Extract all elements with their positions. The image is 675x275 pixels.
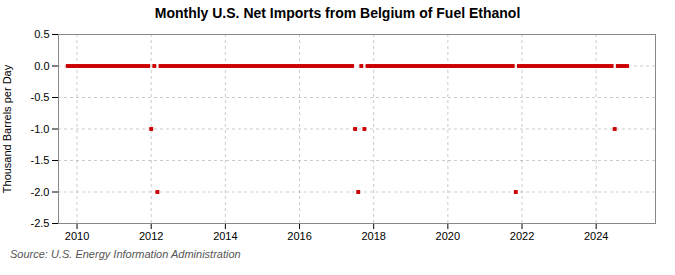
svg-text:2020: 2020 bbox=[436, 230, 460, 242]
svg-text:2014: 2014 bbox=[213, 230, 237, 242]
svg-text:2018: 2018 bbox=[361, 230, 385, 242]
svg-text:-1.5: -1.5 bbox=[31, 154, 50, 166]
svg-text:-2.0: -2.0 bbox=[31, 186, 50, 198]
svg-text:-0.5: -0.5 bbox=[31, 91, 50, 103]
svg-text:2024: 2024 bbox=[584, 230, 608, 242]
svg-text:2012: 2012 bbox=[139, 230, 163, 242]
svg-text:-1.0: -1.0 bbox=[31, 123, 50, 135]
html-text:Source: U.S. Energy Informatio: Source: U.S. Energy Information Administ… bbox=[10, 248, 241, 260]
svg-text:-2.5: -2.5 bbox=[31, 217, 50, 229]
svg-text:Thousand Barrels per Day: Thousand Barrels per Day bbox=[1, 64, 13, 193]
svg-text:2016: 2016 bbox=[287, 230, 311, 242]
svg-text:2010: 2010 bbox=[65, 230, 89, 242]
svg-text:2022: 2022 bbox=[510, 230, 534, 242]
svg-text:0.0: 0.0 bbox=[34, 60, 49, 72]
svg-text:0.5: 0.5 bbox=[34, 28, 49, 40]
html-text:Monthly U.S. Net Imports from: Monthly U.S. Net Imports from Belgium of… bbox=[154, 5, 521, 21]
